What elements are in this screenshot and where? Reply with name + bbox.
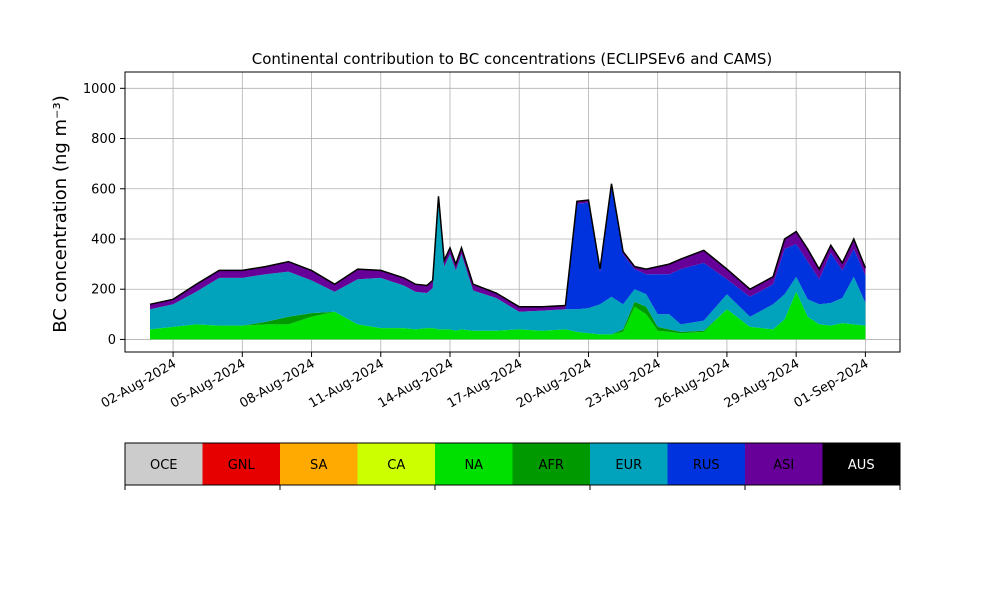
legend-label-rus: RUS [693,458,720,473]
y-axis-label: BC concentration (ng m⁻³) [50,95,71,333]
x-tick-label: 26-Aug-2024 [653,356,733,411]
y-tick-label: 1000 [83,82,116,97]
x-tick-label: 05-Aug-2024 [168,356,248,411]
plot-frame [124,71,901,353]
x-tick-label: 29-Aug-2024 [722,356,802,411]
legend-label-oce: OCE [150,458,178,473]
legend-label-eur: EUR [615,458,642,473]
legend-label-asi: ASI [773,458,794,473]
legend-swatch-ca [357,443,435,485]
legend-swatch-na [435,443,513,485]
legend-label-na: NA [464,458,483,473]
x-tick-label: 08-Aug-2024 [237,356,317,411]
legend-frame [124,442,901,486]
x-tick-label: 01-Sep-2024 [792,356,872,411]
x-axis: 02-Aug-202405-Aug-202408-Aug-202411-Aug-… [99,352,872,412]
x-tick-label: 23-Aug-2024 [583,356,663,411]
x-tick-label: 14-Aug-2024 [376,356,456,411]
chart-title: Continental contribution to BC concentra… [252,50,773,68]
x-tick-label: 02-Aug-2024 [99,356,179,411]
legend-label-ca: CA [387,458,405,473]
legend-swatch-oce [125,443,203,485]
legend-swatch-gnl [202,443,280,485]
y-tick-label: 400 [91,232,116,247]
x-tick-label: 17-Aug-2024 [445,356,525,411]
x-tick-label: 20-Aug-2024 [514,356,594,411]
legend-swatch-aus [822,443,900,485]
area-series-rus [150,186,866,325]
y-tick-label: 0 [108,333,116,348]
legend-label-aus: AUS [848,458,875,473]
area-series-eur [150,203,866,335]
legend-label-afr: AFR [539,458,564,473]
legend-label-sa: SA [310,458,327,473]
y-tick-label: 600 [91,182,116,197]
y-tick-label: 200 [91,283,116,298]
color-legend: OCE GNL SA CA NA AFR EUR RUS ASI AUS [124,442,901,490]
legend-swatch-asi [745,443,823,485]
total-outline [149,183,867,308]
stacked-areas [150,183,866,340]
y-tick-label: 800 [91,132,116,147]
legend-swatch-eur [590,443,668,485]
x-tick-label: 11-Aug-2024 [306,356,386,411]
legend-swatch-sa [280,443,358,485]
y-axis: 0 200 400 600 800 1000 [83,82,125,348]
legend-label-gnl: GNL [228,458,256,473]
area-series-na [150,291,866,340]
legend-swatch-afr [512,443,590,485]
total-line [149,183,867,308]
legend-swatch-rus [667,443,745,485]
